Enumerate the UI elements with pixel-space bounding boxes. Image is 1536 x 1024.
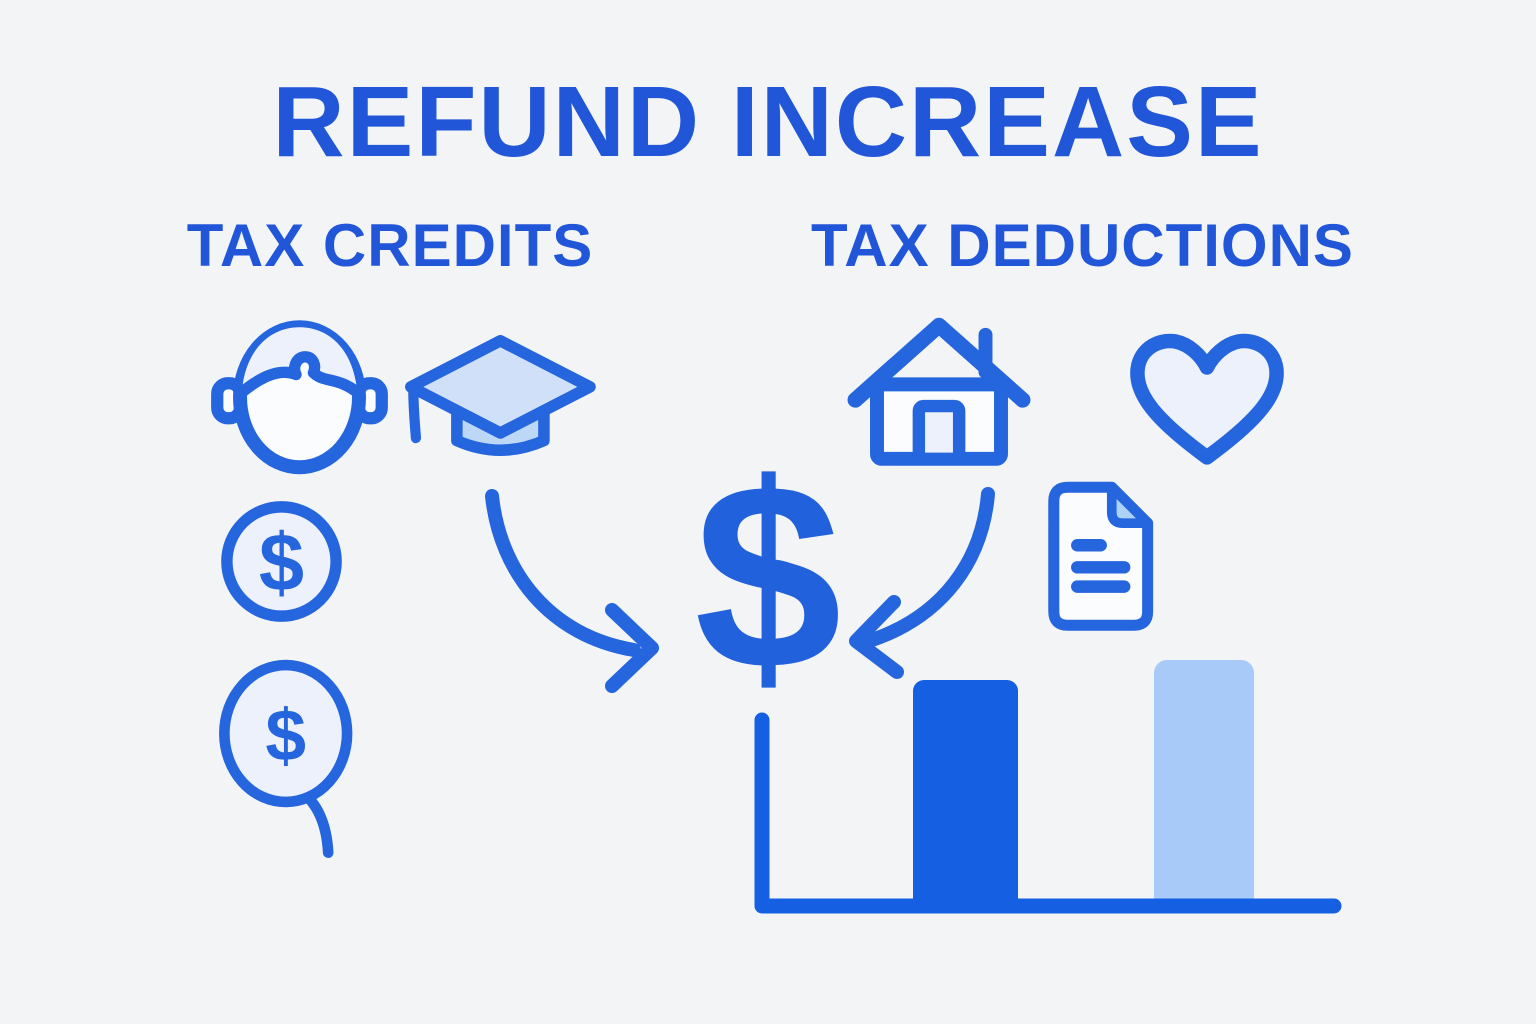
arrowhead-right xyxy=(605,603,659,693)
left-curved-arrow xyxy=(485,489,659,693)
section-label-tax-credits: TAX CREDITS xyxy=(186,212,594,279)
tassel-strap xyxy=(408,385,422,444)
arrowhead-left xyxy=(849,595,904,679)
right-curved-arrow xyxy=(849,487,995,679)
document-icon xyxy=(1048,481,1154,631)
door xyxy=(912,399,966,465)
dollar-balloon-icon: $ xyxy=(219,659,353,859)
dollar-coin-icon: $ xyxy=(221,501,342,622)
heart-icon xyxy=(1130,333,1284,465)
chart-axis xyxy=(754,712,1342,914)
bar-light xyxy=(1154,660,1254,910)
central-dollar-sign: $ xyxy=(694,429,841,725)
graduation-cap-icon xyxy=(405,335,596,456)
balloon-dollar-glyph: $ xyxy=(265,695,306,777)
folded-corner xyxy=(1106,482,1153,528)
refund-bar-chart xyxy=(754,660,1342,914)
roof xyxy=(847,317,1031,408)
bar-dark xyxy=(913,680,1018,910)
child-face-icon xyxy=(211,320,388,475)
coin-dollar-glyph: $ xyxy=(259,518,304,609)
page-title: REFUND INCREASE xyxy=(272,66,1264,178)
house-icon xyxy=(847,317,1031,466)
section-label-tax-deductions: TAX DEDUCTIONS xyxy=(811,212,1354,279)
